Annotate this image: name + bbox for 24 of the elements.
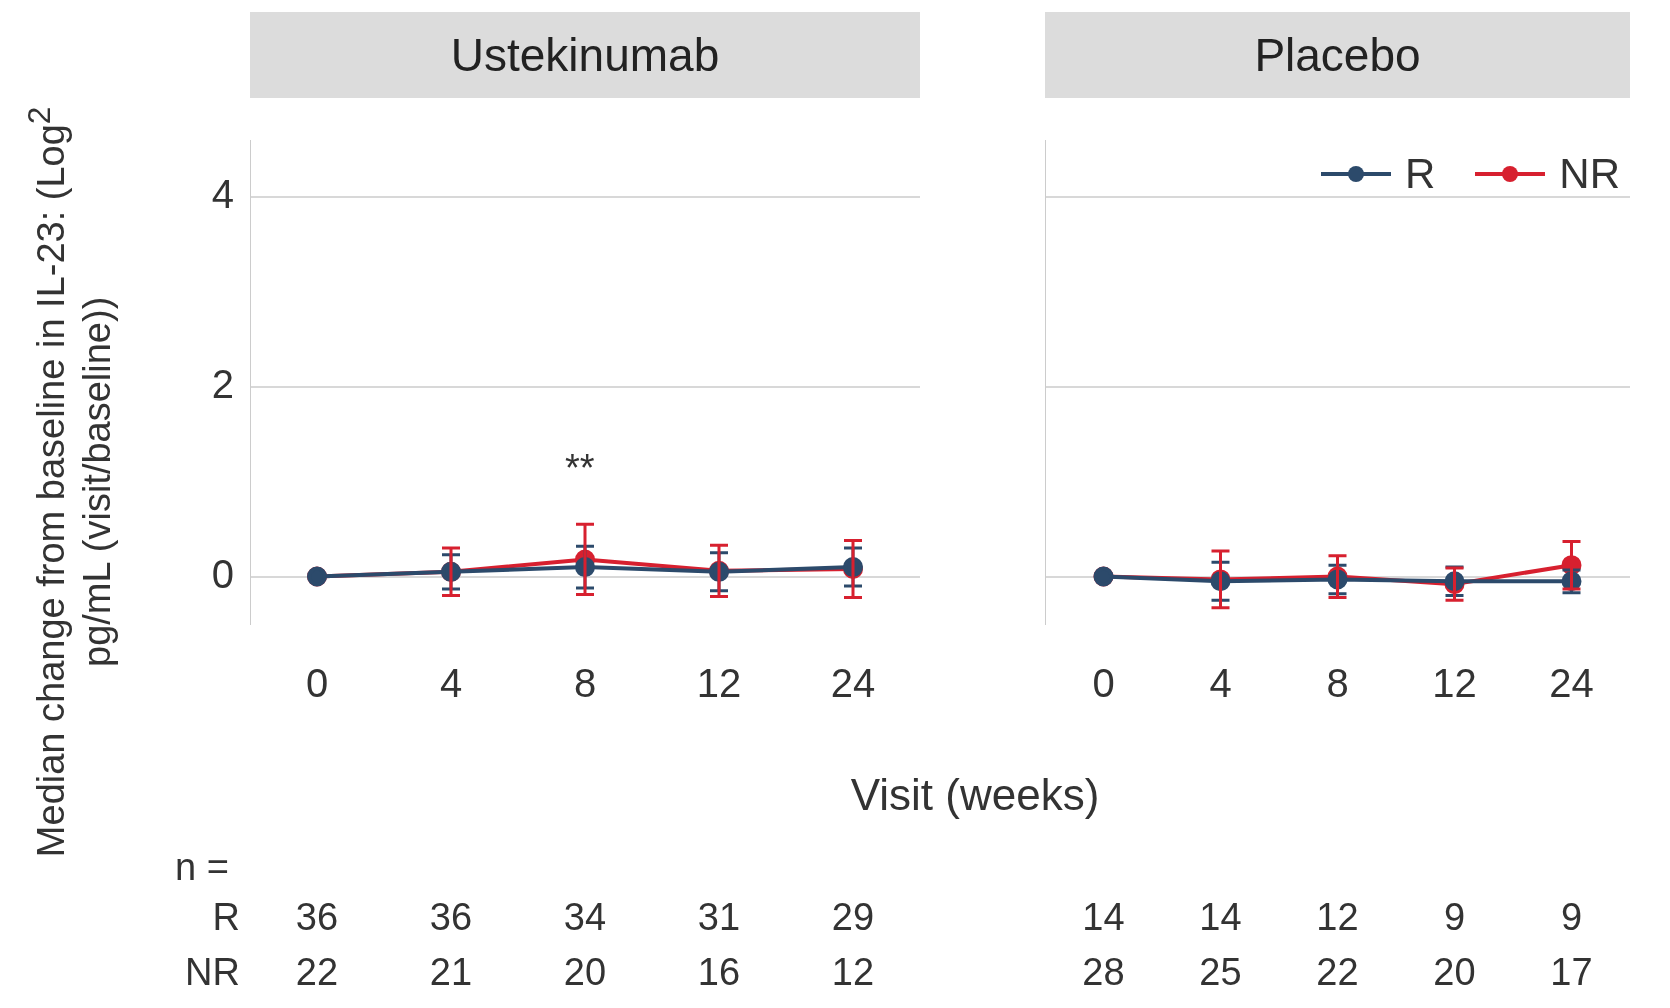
legend-label: NR (1559, 150, 1620, 198)
x-tick-label: 12 (696, 661, 742, 706)
x-tick-label: 0 (1092, 661, 1115, 706)
y-tick-label: 4 (211, 171, 234, 216)
text: n = (175, 845, 229, 889)
x-tick-label: 24 (1549, 661, 1594, 706)
x-tick-label: 4 (439, 661, 463, 706)
chart-title: Placebo (1045, 12, 1630, 98)
text: 28 25 22 20 17 (1082, 951, 1593, 993)
text: 14 14 12 9 9 (1082, 896, 1583, 938)
x-tick-label: 8 (573, 661, 597, 706)
x-tick-label: 4 (1209, 661, 1232, 706)
annotation: ** (565, 445, 595, 490)
x-tick-label: 12 (1432, 661, 1477, 706)
x-tick-label: 8 (1326, 661, 1349, 706)
chart-title: Ustekinumab (250, 12, 920, 98)
text: NR 22 21 20 16 12 (185, 951, 875, 993)
x-tick-label: 0 (305, 661, 329, 706)
y-tick-label: 0 (211, 551, 234, 596)
y-tick-label: 2 (211, 361, 234, 406)
x-axis-title: Visit (weeks) (850, 770, 1100, 819)
text: R 36 36 34 31 29 (212, 896, 875, 938)
x-tick-label: 24 (830, 661, 876, 706)
legend-label: R (1404, 150, 1436, 198)
